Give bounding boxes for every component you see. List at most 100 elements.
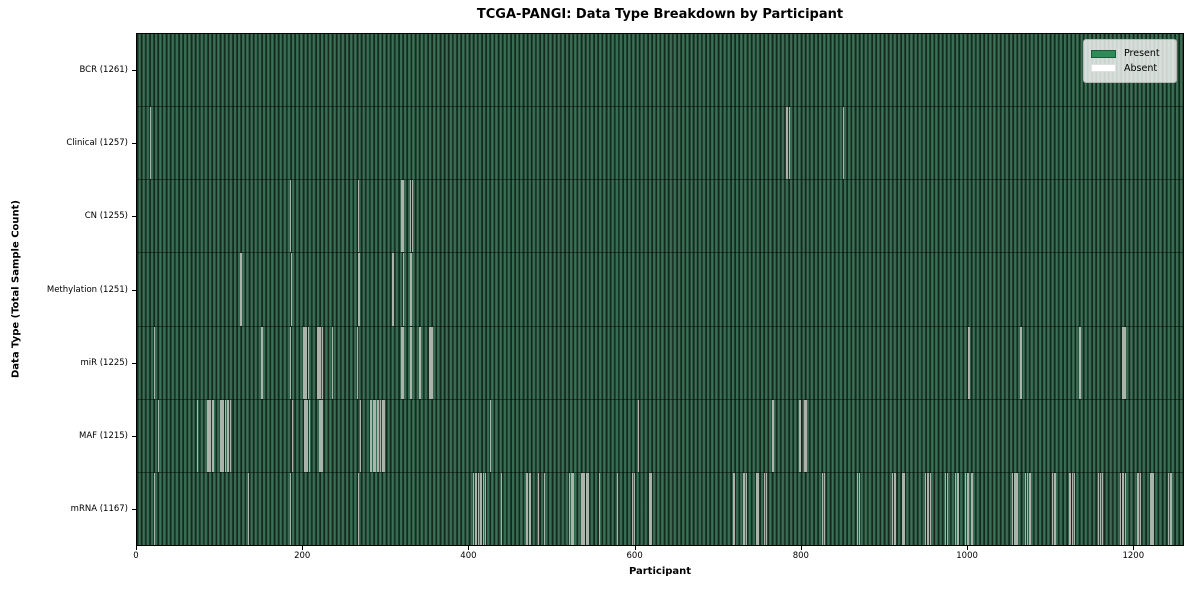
ytick-mark <box>132 69 136 71</box>
ytick-mark <box>132 362 136 364</box>
absent-mark <box>410 253 412 326</box>
absent-mark <box>224 399 227 472</box>
legend: Present Absent <box>1083 39 1177 83</box>
heatmap-row-clinical <box>137 107 1183 181</box>
absent-mark <box>1017 472 1019 545</box>
xtick-mark <box>800 546 802 550</box>
absent-mark <box>755 472 757 545</box>
absent-mark <box>400 180 402 253</box>
heatmap-row-bcr <box>137 34 1183 108</box>
absent-mark <box>584 472 586 545</box>
absent-mark <box>419 326 421 399</box>
absent-mark <box>360 399 362 472</box>
absent-mark <box>891 472 893 545</box>
absent-mark <box>823 472 825 545</box>
absent-mark <box>1013 472 1015 545</box>
absent-mark <box>1119 472 1122 545</box>
absent-mark <box>480 472 482 545</box>
absent-mark <box>587 472 589 545</box>
absent-mark <box>157 399 159 472</box>
absent-mark <box>842 107 844 180</box>
absent-mark <box>1098 472 1100 545</box>
xtick-mark <box>136 546 137 550</box>
ytick-mark <box>132 289 136 291</box>
absent-mark <box>409 180 411 253</box>
absent-mark <box>261 326 263 399</box>
absent-mark <box>638 399 640 472</box>
absent-mark <box>805 399 807 472</box>
absent-mark <box>954 472 956 545</box>
absent-mark <box>1121 472 1123 545</box>
absent-mark <box>742 472 744 545</box>
absent-mark <box>926 472 928 545</box>
absent-mark <box>292 399 294 472</box>
xtick-mark <box>468 546 470 550</box>
absent-mark <box>375 399 377 472</box>
absent-mark <box>153 472 155 545</box>
absent-mark <box>1124 326 1126 399</box>
absent-mark <box>411 180 413 253</box>
absent-mark <box>206 399 208 472</box>
absent-mark <box>429 326 431 399</box>
absent-mark <box>358 253 360 326</box>
xtick-label-400: 400 <box>460 551 477 561</box>
absent-mark <box>240 253 242 326</box>
xtick-label-0: 0 <box>133 551 139 561</box>
absent-mark <box>307 399 309 472</box>
absent-mark <box>903 472 905 545</box>
absent-mark <box>1153 472 1155 545</box>
absent-mark <box>428 326 431 399</box>
absent-mark <box>472 472 475 545</box>
absent-mark <box>1051 472 1054 545</box>
absent-mark <box>1149 472 1151 545</box>
absent-mark <box>1101 472 1103 545</box>
absent-mark <box>307 326 309 399</box>
x-axis-label: Participant <box>628 566 692 577</box>
absent-mark <box>401 326 403 399</box>
absent-mark <box>321 326 324 399</box>
heatmap-row-cn <box>137 180 1183 254</box>
ytick-label-bcr: BCR (1261) <box>79 64 129 75</box>
xtick-mark <box>302 546 304 550</box>
absent-mark <box>402 180 404 253</box>
absent-mark <box>733 472 735 545</box>
absent-mark <box>1019 326 1021 399</box>
absent-mark <box>958 472 960 545</box>
absent-mark <box>972 472 974 545</box>
absent-mark <box>376 399 378 472</box>
ytick-label-cn: CN (1255) <box>84 211 128 222</box>
absent-mark <box>211 399 213 472</box>
heatmap-row-methylation <box>137 253 1183 327</box>
absent-mark <box>1053 472 1055 545</box>
absent-mark <box>925 472 927 545</box>
xtick-label-600: 600 <box>626 551 643 561</box>
absent-mark <box>1169 472 1171 545</box>
absent-mark <box>219 399 222 472</box>
absent-mark <box>798 399 801 472</box>
absent-mark <box>391 253 393 326</box>
absent-mark <box>289 180 291 253</box>
xtick-mark <box>634 546 636 550</box>
absent-mark <box>570 472 572 545</box>
ytick-mark <box>132 142 136 144</box>
absent-mark <box>1136 472 1138 545</box>
absent-mark <box>569 472 571 545</box>
absent-mark <box>223 399 225 472</box>
absent-mark <box>1080 326 1082 399</box>
absent-mark <box>1100 472 1102 545</box>
absent-mark <box>321 399 323 472</box>
absent-mark <box>305 326 307 399</box>
legend-swatch-present <box>1091 49 1116 58</box>
absent-mark <box>1028 472 1030 545</box>
ytick-label-mrna: mRNA (1167) <box>70 504 128 515</box>
absent-mark <box>1020 326 1022 399</box>
absent-mark <box>209 399 211 472</box>
absent-mark <box>1121 326 1123 399</box>
absent-mark <box>359 253 361 326</box>
absent-mark <box>1015 472 1017 545</box>
heatmap-row-mrna <box>137 472 1183 545</box>
legend-swatch-absent <box>1091 64 1116 73</box>
absent-mark <box>289 472 291 545</box>
absent-mark <box>403 253 405 326</box>
absent-mark <box>484 472 486 545</box>
